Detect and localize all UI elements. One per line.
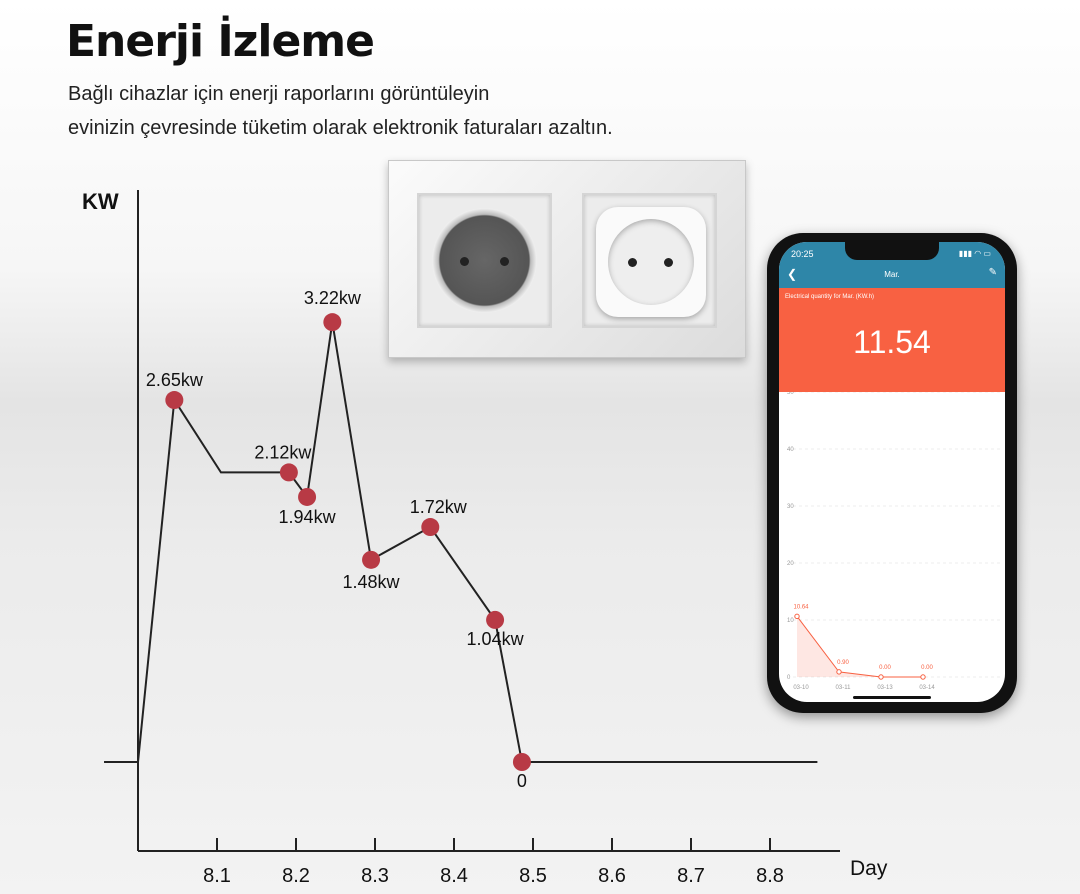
x-tick-label: 8.2 — [282, 865, 310, 887]
x-tick-label: 03-11 — [836, 685, 852, 691]
x-tick-label: 8.1 — [203, 865, 231, 887]
total-label: Electrical quantity for Mar. (KW.h) — [785, 294, 875, 300]
monthly-usage-chart: 50 40 30 20 10 0 10.64 03-10 0.90 03-11 0.00 03-13 0… — [787, 390, 1001, 691]
data-label: 2.65kw — [146, 370, 204, 390]
standard-socket — [417, 193, 552, 328]
area-fill — [797, 616, 923, 677]
data-point — [279, 463, 298, 482]
data-point — [486, 610, 505, 629]
x-tick-label: 8.8 — [756, 865, 784, 887]
data-label: 1.94kw — [279, 507, 337, 527]
x-tick-label: 03-14 — [919, 685, 935, 691]
x-tick-label: 8.3 — [361, 865, 389, 887]
series-line — [796, 616, 923, 678]
data-label: 0 — [517, 771, 527, 791]
subtitle-line-2: evinizin çevresinde tüketim olarak elekt… — [68, 117, 613, 139]
x-tick-label: 8.7 — [677, 865, 705, 887]
x-tick-label: 8.4 — [440, 865, 468, 887]
x-tick-label: 03-10 — [793, 685, 809, 691]
data-point — [362, 550, 381, 569]
data-point — [298, 487, 317, 506]
edit-pencil-icon[interactable]: ✎ — [988, 267, 997, 278]
data-point — [165, 391, 184, 410]
data-label: 1.04kw — [467, 629, 525, 649]
smart-socket — [582, 193, 717, 328]
data-point — [323, 313, 342, 332]
y-tick-label: 0 — [787, 675, 791, 681]
data-label: 0.90 — [837, 660, 849, 666]
data-point — [836, 669, 842, 675]
x-tick-label: 03-13 — [877, 685, 893, 691]
series-line — [104, 321, 818, 763]
y-tick-label: 20 — [787, 561, 794, 567]
app-header-title: Mar. — [884, 270, 900, 279]
data-point — [512, 753, 531, 771]
page-title: Enerji İzleme — [66, 16, 375, 67]
x-tick-label: 8.6 — [598, 865, 626, 887]
data-label: 0.00 — [879, 665, 891, 671]
y-tick-label: 40 — [787, 447, 794, 453]
back-chevron-icon[interactable]: ❮ — [787, 267, 798, 281]
subtitle-line-1: Bağlı cihazlar için enerji raporlarını g… — [68, 83, 490, 105]
data-point — [920, 674, 926, 680]
data-label: 10.64 — [793, 604, 809, 610]
y-tick-label: 30 — [787, 504, 794, 510]
y-axis-label: KW — [82, 189, 119, 214]
data-label: 2.12kw — [254, 442, 312, 462]
data-label: 1.72kw — [410, 497, 468, 517]
data-label: 3.22kw — [304, 288, 362, 308]
wall-socket-image — [388, 160, 746, 358]
status-time: 20:25 — [791, 249, 814, 259]
data-point — [421, 518, 440, 537]
data-label: 1.48kw — [343, 572, 401, 592]
x-axis-label: Day — [850, 857, 888, 880]
data-point — [878, 674, 884, 680]
data-label: 0.00 — [921, 665, 933, 671]
total-panel: Electrical quantity for Mar. (KW.h) 11.5… — [779, 288, 1005, 392]
total-value: 11.54 — [853, 324, 931, 360]
status-icons: ▮▮▮ ◠ ▭ — [958, 249, 991, 258]
x-tick-label: 8.5 — [519, 865, 547, 887]
data-point — [794, 613, 800, 620]
y-tick-label: 50 — [787, 392, 794, 396]
phone-mockup: 20:25 ▮▮▮ ◠ ▭ ❮ Mar. ✎ Electrical quanti… — [767, 233, 1017, 713]
y-tick-label: 10 — [787, 618, 794, 624]
